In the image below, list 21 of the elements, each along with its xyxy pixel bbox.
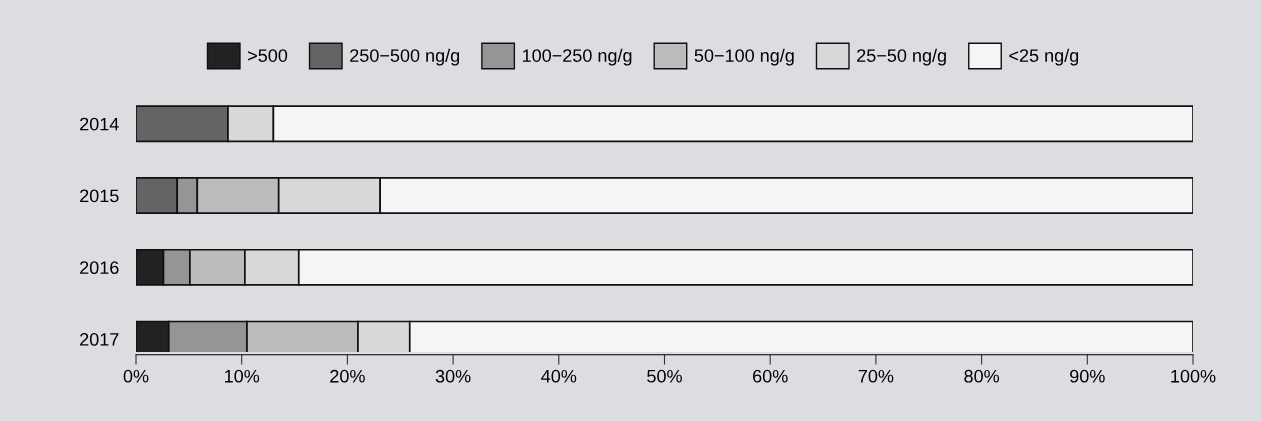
- x-tick-label: 50%: [647, 369, 682, 383]
- x-tick-label: 20%: [330, 369, 365, 383]
- legend-label: <25 ng/g: [1009, 48, 1079, 66]
- y-tick-label: 2016: [80, 261, 119, 275]
- x-tick-label: 80%: [964, 369, 1000, 383]
- legend-label: >500: [248, 49, 288, 62]
- legend-label: 100−250 ng/g: [522, 48, 632, 66]
- legend-label: 25−50 ng/g: [857, 48, 946, 66]
- x-tick-label: 30%: [435, 369, 471, 383]
- x-tick-label: 90%: [1070, 369, 1105, 383]
- x-tick-label: 10%: [225, 369, 260, 383]
- x-tick-label: 70%: [858, 369, 894, 383]
- x-tick-label: 40%: [541, 369, 577, 383]
- y-tick-label: 2015: [80, 189, 119, 203]
- legend-label: 50−100 ng/g: [694, 48, 794, 66]
- x-tick-label: 0%: [123, 369, 149, 383]
- x-tick-label: 60%: [753, 369, 788, 383]
- y-tick-label: 2014: [80, 117, 119, 131]
- y-tick-label: 2017: [80, 333, 119, 346]
- x-tick-label: 100%: [1171, 369, 1216, 383]
- legend-label: 250−500 ng/g: [350, 48, 460, 66]
